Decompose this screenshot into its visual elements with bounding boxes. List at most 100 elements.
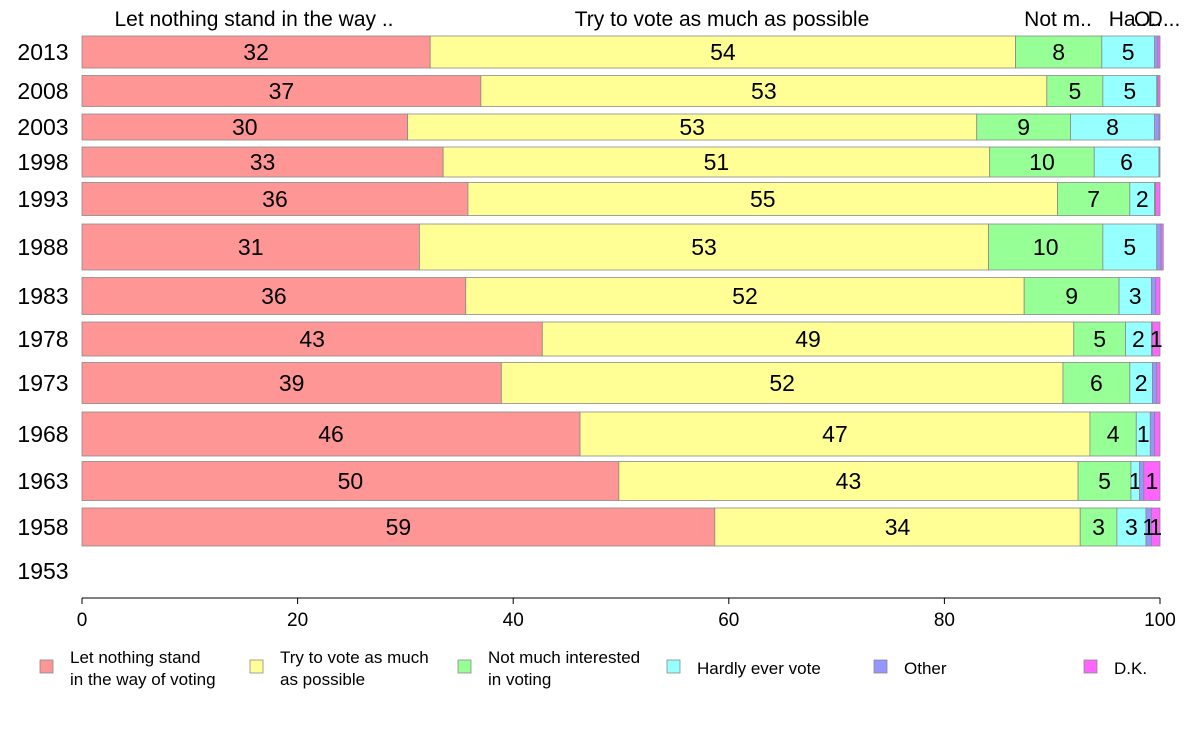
x-tick-label: 20 <box>287 610 308 631</box>
year-label: 1973 <box>17 370 68 396</box>
bar-value-label: 1 <box>1129 468 1142 494</box>
bar-value-label: 2 <box>1132 326 1145 352</box>
bar-value-label: 3 <box>1129 283 1142 309</box>
bar-segment <box>81 362 502 404</box>
bar-row: 36 55 7 2 <box>81 182 1161 216</box>
year-label: 1963 <box>17 468 68 494</box>
bar-segment <box>1023 277 1120 315</box>
legend-item: Try to vote as much as possible <box>249 648 429 689</box>
bar-value-label: 3 <box>1092 514 1105 540</box>
year-label: 1978 <box>17 326 68 352</box>
bar-segment <box>1152 321 1161 357</box>
bar-segment <box>1057 182 1131 216</box>
bar-value-label: 6 <box>1120 149 1133 175</box>
bar-segment <box>1015 35 1103 69</box>
column-header: Ha.. <box>1109 8 1148 31</box>
bar-segment <box>81 146 444 178</box>
bar-value-label: 50 <box>338 468 364 494</box>
bar-segment <box>1125 321 1152 357</box>
bar-row: 33 51 10 6 <box>81 146 1161 178</box>
legend-item: Not much interested in voting <box>457 648 640 689</box>
bar-value-label: 9 <box>1065 283 1078 309</box>
legend-item: Let nothing stand in the way of voting <box>39 648 216 689</box>
bar-segment <box>1089 411 1137 457</box>
bar-segment <box>81 277 467 315</box>
bar-segment <box>465 277 1025 315</box>
legend-swatch <box>873 659 888 674</box>
year-label: 1968 <box>17 421 68 447</box>
bar-segment <box>1150 507 1161 547</box>
bar-value-label: 59 <box>386 514 412 540</box>
bar-segment <box>1073 321 1126 357</box>
bar-value-label: 30 <box>232 114 258 140</box>
bar-segment <box>1154 411 1161 457</box>
legend: Let nothing stand in the way of voting Try… <box>39 648 1147 689</box>
bar-segment <box>81 182 469 216</box>
bar-segment <box>1079 507 1118 547</box>
bar-value-label: 4 <box>1107 421 1120 447</box>
bar-segment <box>1139 461 1145 501</box>
bar-value-label: 10 <box>1033 234 1059 260</box>
legend-swatch <box>666 659 681 674</box>
year-axis-labels: 2013 2008 2003 1998 1993 1988 1983 1978 1973 1968… <box>17 39 68 584</box>
column-header: D... <box>1148 8 1181 31</box>
bar-value-label: 53 <box>751 78 777 104</box>
bar-segment <box>1101 35 1156 69</box>
legend-label: in the way of voting <box>70 670 216 689</box>
legend-swatch <box>39 659 54 674</box>
year-label: 2003 <box>17 114 68 140</box>
x-tick-label: 0 <box>77 610 88 631</box>
bar-value-label: 1 <box>1146 468 1159 494</box>
bar-segment <box>1157 75 1161 107</box>
legend-label: Other <box>904 659 947 678</box>
bar-value-label: 8 <box>1106 114 1119 140</box>
bar-value-label: 36 <box>261 283 287 309</box>
bar-segment <box>1158 113 1161 141</box>
year-label: 2008 <box>17 78 68 104</box>
bar-value-label: 43 <box>836 468 862 494</box>
legend-item: D.K. <box>1083 659 1147 678</box>
legend-item: Other <box>873 659 947 678</box>
bar-value-label: 6 <box>1090 370 1103 396</box>
legend-item: Hardly ever vote <box>666 659 821 678</box>
bar-segment <box>1158 146 1161 178</box>
year-label: 1998 <box>17 149 68 175</box>
bar-segment <box>1156 223 1162 271</box>
bar-segment <box>1102 75 1158 107</box>
bar-segment <box>81 75 482 107</box>
year-label: 1983 <box>17 283 68 309</box>
bar-segment <box>1156 362 1161 404</box>
bar-value-label: 5 <box>1068 78 1081 104</box>
bar-segment <box>81 35 431 69</box>
column-headers: Let nothing stand in the way .. Try to vo… <box>114 8 1180 31</box>
bar-value-label: 52 <box>769 370 795 396</box>
x-tick-label: 40 <box>503 610 524 631</box>
bar-value-label: 36 <box>262 186 288 212</box>
bar-segment <box>1046 75 1104 107</box>
bar-value-label: 55 <box>750 186 776 212</box>
legend-label: D.K. <box>1114 659 1147 678</box>
bar-value-label: 2 <box>1135 370 1148 396</box>
bar-row: 37 53 5 5 <box>81 75 1161 107</box>
year-label: 1988 <box>17 234 68 260</box>
bar-segment <box>467 182 1058 216</box>
bar-row: 30 53 9 8 <box>81 113 1161 141</box>
bar-value-label: 1 <box>1149 514 1162 540</box>
bar-value-label: 3 <box>1125 514 1138 540</box>
bar-row: 50 43 5 1 1 <box>81 461 1161 501</box>
column-header: Try to vote as much as possible <box>575 8 870 31</box>
bar-value-label: 10 <box>1029 149 1055 175</box>
bar-segment <box>618 461 1079 501</box>
bar-segment <box>541 321 1075 357</box>
legend-label: as possible <box>280 670 365 689</box>
bar-value-label: 53 <box>679 114 705 140</box>
bar-value-label: 31 <box>238 234 264 260</box>
bar-value-label: 33 <box>250 149 276 175</box>
bar-row: 39 52 6 2 <box>81 362 1161 404</box>
bar-segment <box>989 146 1095 178</box>
bar-rows: 32 54 8 537 53 5 530 53 9 833 51 10 636 55 7 231 53 10 536… <box>81 35 1164 547</box>
bar-value-label: 7 <box>1087 186 1100 212</box>
bar-segment <box>1149 411 1156 457</box>
bar-segment <box>714 507 1081 547</box>
legend-label: in voting <box>488 670 551 689</box>
